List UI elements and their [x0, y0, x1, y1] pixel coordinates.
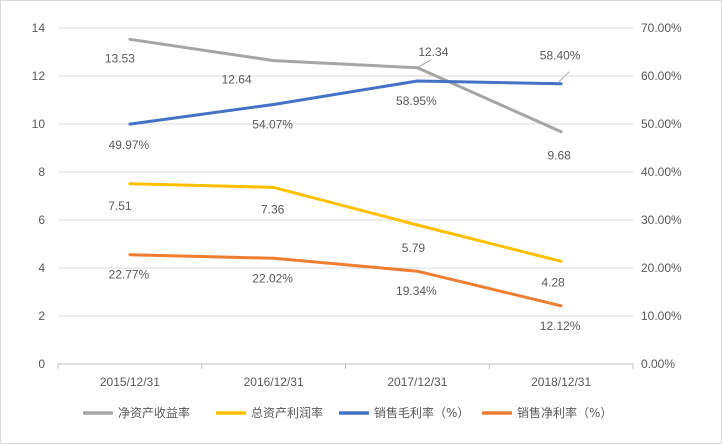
series-line: [128, 37, 563, 134]
data-label: 7.51: [108, 199, 132, 213]
y-right-tick-label: 70.00%: [641, 21, 682, 35]
data-label: 58.40%: [540, 49, 581, 63]
y-left-tick-label: 4: [38, 261, 45, 275]
x-tick-label: 2015/12/31: [100, 375, 160, 389]
y-left-tick-label: 10: [32, 117, 46, 131]
data-label: 4.28: [541, 275, 565, 289]
y-left-tick-label: 8: [38, 165, 45, 179]
series-line: [128, 182, 563, 263]
y-right-tick-label: 30.00%: [641, 213, 682, 227]
y-right-tick-label: 50.00%: [641, 117, 682, 131]
legend-label: 净资产收益率: [118, 405, 190, 420]
label-leader-line: [558, 71, 570, 83]
data-label: 58.95%: [396, 94, 437, 108]
data-label: 22.77%: [109, 268, 150, 282]
x-tick-label: 2016/12/31: [244, 375, 304, 389]
series-line: [128, 79, 563, 126]
legend-label: 总资产利润率: [251, 405, 323, 420]
data-label: 49.97%: [109, 138, 150, 152]
data-label: 19.34%: [396, 284, 437, 298]
data-label: 9.68: [547, 149, 571, 163]
data-label: 12.64: [222, 73, 252, 87]
legend-label: 销售净利率（%）: [517, 405, 612, 420]
y-left-tick-label: 2: [38, 309, 45, 323]
data-label: 12.34: [418, 45, 448, 59]
y-left-tick-label: 14: [32, 21, 46, 35]
label-leader-line: [418, 59, 432, 68]
series-line: [128, 253, 563, 308]
data-label: 54.07%: [252, 117, 293, 131]
data-label: 12.12%: [540, 319, 581, 333]
y-right-tick-label: 60.00%: [641, 69, 682, 83]
data-label: 13.53: [105, 51, 135, 65]
data-label: 7.36: [261, 202, 285, 216]
y-right-tick-label: 20.00%: [641, 261, 682, 275]
legend-label: 销售毛利率（%）: [374, 405, 469, 420]
y-left-tick-label: 6: [38, 213, 45, 227]
y-left-tick-label: 12: [32, 69, 46, 83]
y-right-tick-label: 0.00%: [641, 357, 675, 371]
y-right-tick-label: 10.00%: [641, 309, 682, 323]
x-tick-label: 2017/12/31: [387, 375, 447, 389]
x-tick-label: 2018/12/31: [531, 375, 591, 389]
y-left-tick-label: 0: [38, 357, 45, 371]
data-label: 22.02%: [252, 271, 293, 285]
data-label: 5.79: [402, 241, 426, 255]
y-right-tick-label: 40.00%: [641, 165, 682, 179]
